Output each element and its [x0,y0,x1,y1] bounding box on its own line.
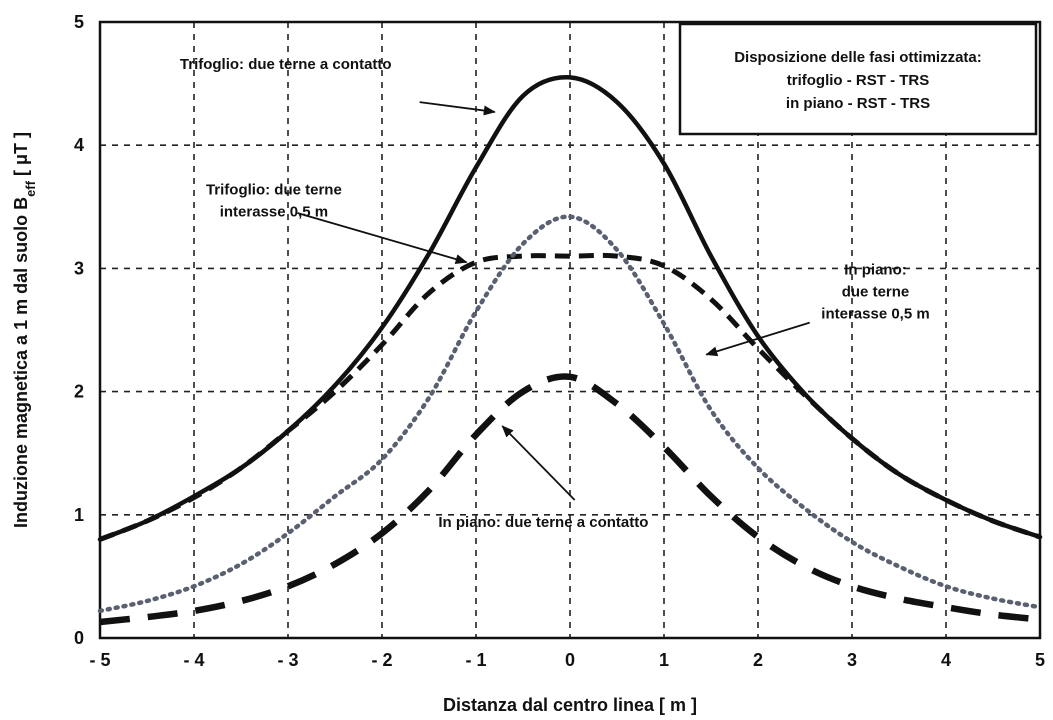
x-tick-labels: - 5 - 4 - 3 - 2 - 1 0 1 2 3 4 5 [89,650,1045,670]
annotation-text: due terne [842,284,910,301]
y-axis-title-main: Induzione magnetica a 1 m dal suolo B [11,197,31,528]
annotation-arrow [705,321,810,357]
legend-line-1: Disposizione delle fasi ottimizzata: [734,49,982,66]
x-tick-label: 4 [941,650,951,670]
x-tick-label: - 3 [277,650,298,670]
x-tick-label: - 1 [465,650,486,670]
y-tick-label: 4 [74,135,84,155]
legend-box: Disposizione delle fasi ottimizzata: tri… [678,22,1038,136]
annotation-3: In piano: due terne interasse 0,5 m [705,262,930,357]
annotations: Trifoglio: due terne a contatto Trifoglio… [180,56,930,531]
legend-line-2: trifoglio - RST - TRS [787,72,929,89]
y-tick-label: 5 [74,12,84,32]
series-line-dotted [97,214,1043,614]
legend-line-3: in piano - RST - TRS [786,95,930,112]
annotation-text: Trifoglio: due terne [206,181,342,198]
x-tick-label: 5 [1035,650,1045,670]
annotation-text: interasse 0,5 m [220,203,328,220]
y-tick-label: 0 [74,628,84,648]
x-tick-label: - 2 [371,650,392,670]
annotation-arrow [419,101,496,116]
grid [100,22,1040,638]
annotation-text: In piano: [844,262,907,279]
y-tick-label: 3 [74,258,84,278]
annotation-2: Trifoglio: due terne interasse 0,5 m [206,181,468,264]
x-tick-label: 1 [659,650,669,670]
x-axis-title: Distanza dal centro linea [ m ] [443,695,697,715]
x-tick-label: - 5 [89,650,110,670]
y-tick-label: 1 [74,505,84,525]
x-tick-label: 2 [753,650,763,670]
annotation-1: Trifoglio: due terne a contatto [180,56,496,116]
annotation-4: In piano: due terne a contatto [438,425,648,531]
annotation-text: In piano: due terne a contatto [438,514,648,531]
annotation-arrow [501,425,576,501]
series-line-long-dashed [99,373,1041,626]
annotation-arrow [297,212,468,264]
y-axis-title-subscript: eff [23,180,38,197]
y-axis-title-unit: [ μT ] [11,132,31,181]
y-tick-label: 2 [74,382,84,402]
x-tick-label: 3 [847,650,857,670]
series-group [97,75,1043,626]
annotation-text: interasse 0,5 m [821,306,929,323]
x-tick-label: - 4 [183,650,204,670]
series-line-dashed [99,252,1041,542]
plot-frame [98,20,1042,640]
y-tick-labels: 0 1 2 3 4 5 [74,12,84,648]
x-tick-label: 0 [565,650,575,670]
y-axis-title: Induzione magnetica a 1 m dal suolo Beff… [11,132,38,528]
annotation-text: Trifoglio: due terne a contatto [180,56,392,73]
